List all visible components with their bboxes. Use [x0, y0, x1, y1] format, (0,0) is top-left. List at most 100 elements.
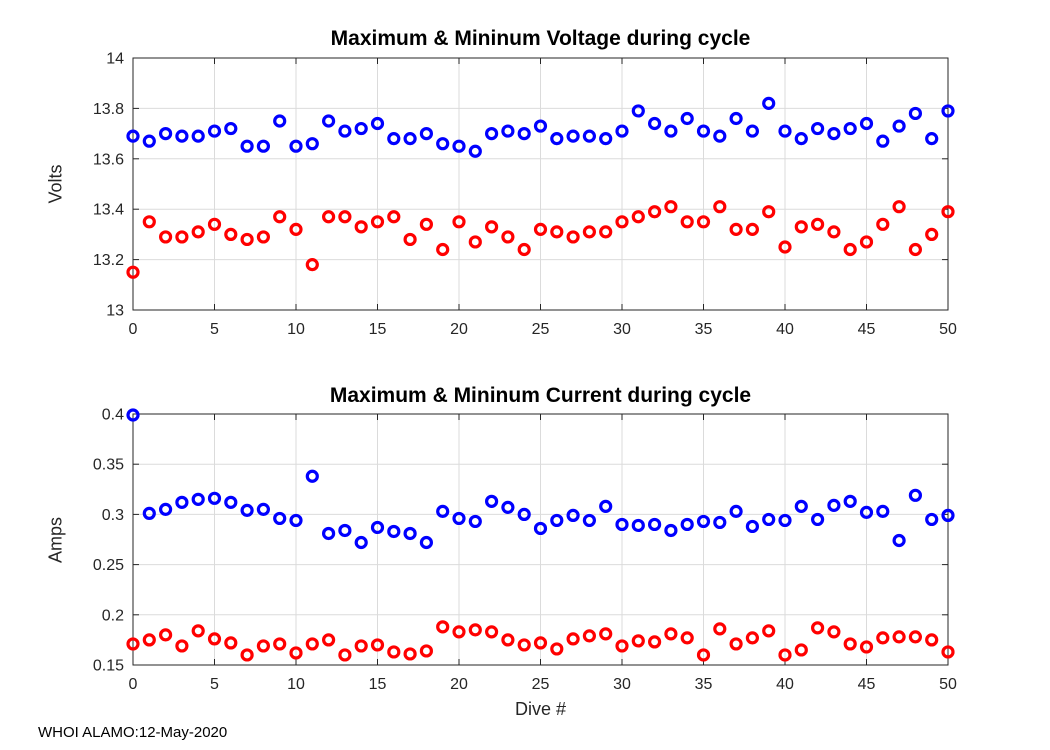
min-data-marker	[778, 240, 792, 254]
y-tick-label: 13.2	[93, 252, 124, 269]
x-tick-label: 50	[939, 321, 957, 338]
max-data-marker	[631, 104, 645, 118]
min-data-marker	[631, 210, 645, 224]
min-data-marker	[941, 205, 955, 219]
max-data-marker	[175, 495, 189, 509]
min-data-marker	[664, 200, 678, 214]
max-data-marker	[843, 121, 857, 136]
max-data-marker	[745, 124, 760, 138]
min-data-marker	[843, 242, 857, 257]
max-data-marker	[550, 132, 564, 146]
min-data-marker	[191, 624, 205, 638]
max-data-marker	[908, 106, 923, 121]
max-data-marker	[827, 498, 841, 512]
max-data-marker	[468, 514, 482, 529]
max-data-marker	[794, 499, 808, 513]
max-data-marker	[224, 495, 238, 509]
min-data-marker	[370, 638, 385, 652]
min-data-marker	[191, 225, 205, 239]
max-data-marker	[419, 535, 433, 550]
max-data-marker	[582, 129, 596, 143]
min-data-marker	[827, 225, 841, 239]
min-data-marker	[696, 215, 711, 229]
max-data-marker	[322, 114, 336, 128]
max-data-marker	[566, 508, 580, 523]
voltage-y-axis-label: Volts	[45, 164, 66, 204]
max-data-marker	[533, 521, 548, 536]
max-data-marker	[892, 533, 906, 548]
max-data-marker	[387, 524, 401, 539]
min-data-marker	[501, 633, 515, 647]
max-data-marker	[599, 132, 613, 146]
max-data-marker	[794, 132, 808, 146]
min-data-marker	[387, 210, 401, 224]
min-data-marker	[599, 627, 613, 641]
min-data-marker	[436, 620, 450, 634]
min-data-marker	[729, 222, 743, 236]
x-tick-label: 15	[369, 676, 387, 693]
min-data-marker	[941, 645, 955, 659]
min-data-marker	[175, 230, 189, 244]
max-data-marker	[191, 129, 205, 143]
min-data-marker	[876, 217, 890, 231]
y-tick-label: 13.4	[93, 202, 124, 219]
min-data-marker	[158, 628, 173, 642]
min-data-marker	[322, 210, 336, 224]
max-data-marker	[615, 517, 629, 532]
max-data-marker	[550, 513, 564, 528]
x-tick-label: 20	[450, 321, 468, 338]
y-tick-label: 0.2	[102, 607, 124, 624]
max-data-marker	[240, 503, 254, 517]
min-data-marker	[745, 222, 760, 236]
x-tick-label: 10	[287, 676, 305, 693]
max-data-marker	[305, 137, 319, 151]
min-data-marker	[142, 633, 156, 647]
min-data-marker	[647, 205, 662, 219]
max-data-marker	[403, 132, 417, 146]
max-data-marker	[158, 126, 173, 141]
max-data-marker	[859, 116, 874, 131]
min-data-marker	[468, 235, 482, 249]
min-data-marker	[794, 220, 808, 234]
min-data-marker	[468, 623, 482, 637]
min-data-marker	[289, 646, 303, 660]
min-data-marker	[582, 629, 596, 643]
current-chart-title: Maximum & Mininum Current during cycle	[329, 384, 752, 407]
min-data-marker	[305, 637, 319, 651]
max-data-marker	[908, 488, 923, 502]
max-data-marker	[517, 126, 531, 141]
min-data-marker	[582, 225, 596, 239]
min-data-marker	[338, 210, 352, 224]
max-data-marker	[876, 134, 890, 148]
min-data-marker	[533, 222, 548, 236]
x-tick-label: 10	[287, 321, 305, 338]
min-data-marker	[256, 230, 270, 244]
min-data-marker	[175, 639, 189, 653]
max-data-marker	[452, 139, 466, 153]
x-tick-label: 40	[776, 676, 794, 693]
max-data-marker	[436, 137, 450, 151]
min-data-marker	[158, 230, 173, 244]
min-data-marker	[387, 645, 401, 659]
min-data-marker	[631, 634, 645, 648]
min-data-marker	[224, 227, 238, 241]
max-data-marker	[370, 520, 385, 535]
max-data-marker	[370, 116, 385, 131]
min-data-marker	[892, 200, 906, 214]
max-data-marker	[256, 139, 270, 153]
min-data-marker	[403, 647, 417, 661]
min-data-marker	[256, 639, 270, 653]
min-data-marker	[322, 633, 336, 647]
y-tick-label: 0.3	[102, 507, 124, 524]
max-data-marker	[240, 139, 254, 153]
current-plot-area: 0 5 10 15 20 25 30 35 40 45 50 0.15 0.2 0.25 0.3 0.35 0.…	[93, 407, 957, 694]
min-data-marker	[485, 625, 499, 639]
max-data-marker	[647, 517, 662, 532]
y-tick-label: 0.25	[93, 557, 124, 574]
max-data-marker	[713, 515, 727, 530]
y-tick-label: 13.8	[93, 101, 124, 118]
min-data-marker	[126, 265, 140, 279]
min-data-marker	[419, 644, 433, 658]
max-data-marker	[778, 124, 792, 138]
min-data-marker	[680, 215, 694, 229]
